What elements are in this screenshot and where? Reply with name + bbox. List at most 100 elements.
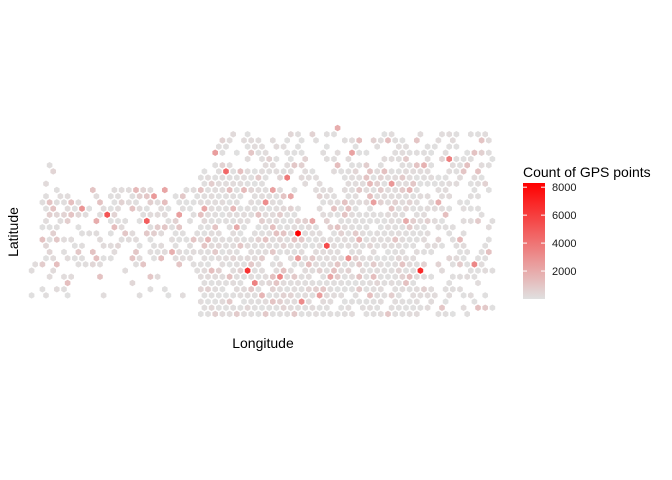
hexbin-cell — [75, 248, 82, 256]
hexbin-cell — [403, 304, 409, 312]
hexbin-cell — [241, 273, 247, 281]
hexbin-cell — [241, 236, 247, 243]
hexbin-cell — [233, 273, 240, 281]
hexbin-cell — [313, 137, 319, 144]
hexbin-cell — [277, 298, 283, 305]
hexbin-cell — [161, 211, 168, 219]
hexbin-cell — [363, 285, 370, 293]
hexbin-cell — [413, 137, 420, 144]
hexbin-cell — [208, 304, 215, 312]
hexbin-cell — [205, 223, 211, 231]
hexbin-cell — [395, 292, 402, 299]
hexbin-cell — [165, 217, 172, 225]
hexbin-cell — [298, 174, 305, 181]
hexbin-cell — [352, 254, 359, 262]
hexbin-cell — [331, 279, 337, 287]
hexbin-cell — [428, 248, 435, 256]
hexbin-cell — [359, 230, 366, 237]
hexbin-cell — [118, 223, 125, 231]
hexbin-cell — [341, 199, 348, 206]
hexbin-cell — [392, 174, 399, 181]
hexbin-cell — [68, 273, 75, 281]
hexbin-cell — [273, 168, 280, 175]
hexbin-cell — [230, 192, 237, 200]
hexbin-cell — [403, 279, 409, 287]
hexbin-cell — [201, 254, 208, 262]
hexbin-cell — [205, 186, 211, 194]
hexbin-cell — [215, 292, 222, 299]
hexbin-cell — [172, 230, 179, 237]
hexbin-cell — [176, 223, 183, 231]
hexbin-cell — [161, 199, 168, 206]
hexbin-cell — [424, 242, 431, 250]
hexbin-cell — [331, 242, 337, 250]
hexbin-cell — [392, 199, 399, 206]
hexbin-cell — [125, 199, 132, 206]
hexbin-cell — [233, 199, 240, 206]
hexbin-cell — [122, 217, 129, 225]
hexbin-cell — [205, 285, 211, 293]
hexbin-cell — [187, 242, 193, 250]
hexbin-cell — [370, 236, 377, 243]
hexbin-cell — [482, 267, 489, 274]
hexbin-cell — [467, 180, 474, 188]
hexbin-cell — [111, 248, 118, 256]
hexbin-cell — [230, 304, 237, 312]
hexbin-cell — [248, 273, 255, 281]
hexbin-cell — [385, 273, 391, 281]
hexbin-cell — [399, 248, 406, 256]
hexbin-cell — [298, 285, 305, 293]
hexbin-cell — [410, 230, 417, 237]
hexbin-cell — [395, 143, 402, 150]
hexbin-cell — [284, 236, 291, 243]
hexbin-cell — [309, 230, 316, 237]
hexbin-cell — [352, 143, 359, 150]
hexbin-cell — [309, 304, 316, 312]
hexbin-cell — [219, 273, 226, 281]
hexbin-cell — [442, 149, 449, 157]
hexbin-cell — [244, 180, 251, 188]
hexbin-cell — [205, 261, 211, 268]
hexbin-cell — [395, 267, 402, 274]
hexbin-cell — [316, 180, 323, 188]
hexbin-cell — [248, 298, 255, 305]
hexbin-cell — [309, 292, 316, 299]
hexbin-cell — [284, 137, 291, 144]
hexbin-cell — [43, 192, 49, 200]
hexbin-cell — [421, 261, 427, 268]
hexbin-cell — [259, 267, 265, 274]
hexbin-cell — [284, 223, 291, 231]
hexbin-cell — [359, 304, 366, 312]
hexbin-cell — [151, 230, 157, 237]
hexbin-cell — [154, 273, 161, 281]
hexbin-cell — [68, 211, 75, 219]
hexbin-cell — [215, 143, 222, 150]
hexbin-cell — [230, 279, 237, 287]
hexbin-cell — [363, 149, 370, 157]
hexbin-cell — [262, 149, 269, 157]
hexbin-cell — [226, 137, 233, 144]
hexbin-cell — [302, 292, 309, 299]
hexbin-cell — [176, 211, 183, 219]
hexbin-cell — [403, 205, 409, 212]
hexbin-cell — [453, 155, 460, 163]
hexbin-cell — [435, 137, 442, 144]
hexbin-cell — [284, 285, 291, 293]
hexbin-cell — [449, 137, 456, 144]
hexbin-cell — [266, 192, 273, 200]
hexbin-cell — [251, 230, 258, 237]
hexbin-cell — [259, 254, 265, 262]
hexbin-cell — [489, 267, 496, 274]
hexbin-cell — [385, 186, 391, 194]
hexbin-cell — [233, 223, 240, 231]
hexbin-cell — [377, 223, 384, 231]
hexbin-cell — [212, 273, 219, 281]
hexbin-cell — [370, 174, 377, 181]
hexbin-cell — [305, 223, 312, 231]
hexbin-cell — [161, 285, 168, 293]
hexbin-cell — [53, 223, 60, 231]
hexbin-cell — [43, 254, 49, 262]
hexbin-cell — [287, 155, 294, 163]
hexbin-cell — [370, 310, 377, 318]
hexbin-cell — [187, 217, 193, 225]
